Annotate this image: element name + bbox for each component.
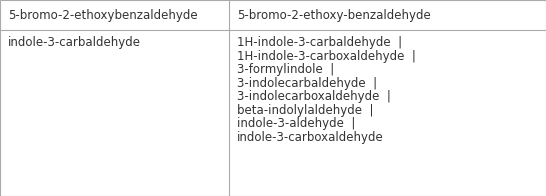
Text: 5-bromo-2-ethoxy-benzaldehyde: 5-bromo-2-ethoxy-benzaldehyde — [238, 8, 431, 22]
Text: 5-bromo-2-ethoxybenzaldehyde: 5-bromo-2-ethoxybenzaldehyde — [8, 8, 198, 22]
Text: 3-indolecarbaldehyde  |: 3-indolecarbaldehyde | — [238, 76, 377, 90]
Text: indole-3-carboxaldehyde: indole-3-carboxaldehyde — [238, 131, 384, 143]
Text: indole-3-carbaldehyde: indole-3-carbaldehyde — [8, 36, 141, 49]
Text: 1H-indole-3-carbaldehyde  |: 1H-indole-3-carbaldehyde | — [238, 36, 402, 49]
Text: beta-indolylaldehyde  |: beta-indolylaldehyde | — [238, 103, 374, 116]
Text: 1H-indole-3-carboxaldehyde  |: 1H-indole-3-carboxaldehyde | — [238, 50, 416, 63]
Text: 3-formylindole  |: 3-formylindole | — [238, 63, 335, 76]
Text: 3-indolecarboxaldehyde  |: 3-indolecarboxaldehyde | — [238, 90, 391, 103]
Text: indole-3-aldehyde  |: indole-3-aldehyde | — [238, 117, 355, 130]
